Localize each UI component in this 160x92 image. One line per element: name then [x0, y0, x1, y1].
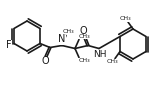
Text: F: F: [6, 39, 12, 49]
Text: O: O: [42, 56, 49, 67]
Text: CH₃: CH₃: [78, 34, 90, 39]
Text: CH₃: CH₃: [62, 29, 74, 34]
Text: N: N: [58, 34, 66, 45]
Text: NH: NH: [93, 50, 107, 59]
Text: CH₃: CH₃: [119, 16, 131, 22]
Text: O: O: [79, 25, 87, 36]
Text: CH₃: CH₃: [106, 59, 118, 64]
Text: CH₃: CH₃: [78, 58, 90, 63]
